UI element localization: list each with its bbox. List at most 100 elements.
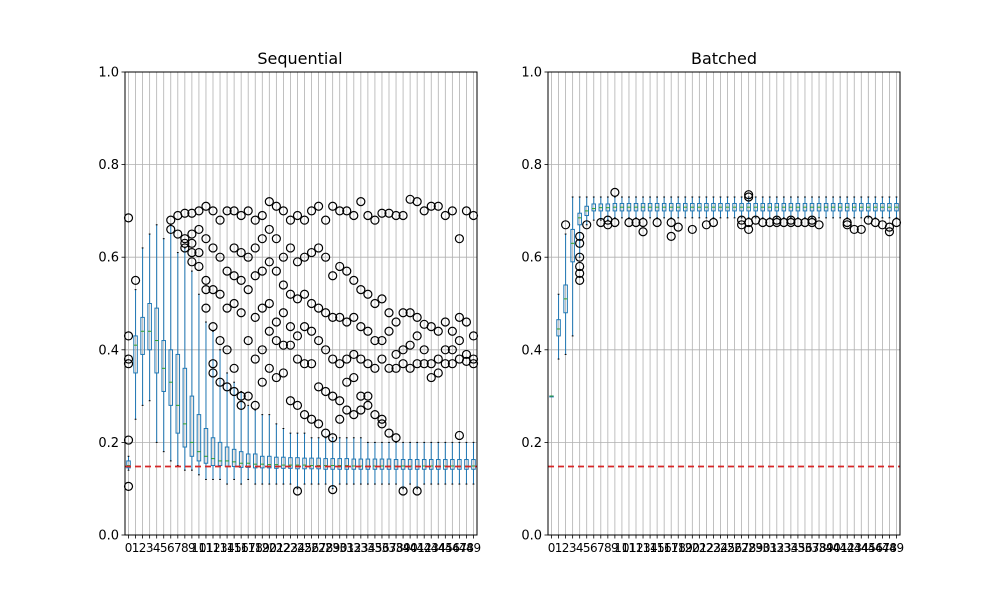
outlier-point: [377, 354, 387, 364]
box-40: [405, 194, 415, 485]
box-iqr: [344, 458, 350, 470]
outlier-point: [208, 322, 218, 332]
box-15: [652, 196, 662, 228]
outlier-point: [328, 312, 338, 322]
outlier-point: [222, 345, 232, 355]
outlier-point: [314, 335, 324, 346]
outlier-point: [250, 271, 260, 281]
outlier-point: [229, 298, 239, 309]
outlier-point: [250, 215, 260, 225]
box-iqr: [175, 353, 181, 434]
outlier-point: [454, 430, 464, 441]
x-tick-label: 37: [381, 541, 396, 555]
box-39: [823, 196, 829, 219]
outlier-point: [264, 298, 274, 309]
outlier-point: [321, 252, 331, 262]
outlier-point: [236, 247, 246, 258]
box-15: [229, 206, 239, 480]
axes-frame: [124, 71, 478, 536]
box-11: [624, 196, 634, 228]
box-iqr: [203, 428, 209, 464]
x-tick-label: 41: [833, 541, 848, 555]
outlier-point: [384, 428, 394, 438]
box-45: [440, 210, 450, 485]
box-iqr: [591, 203, 597, 212]
box-iqr: [274, 456, 279, 469]
box-43: [849, 196, 859, 235]
outlier-point: [314, 243, 324, 253]
box-iqr: [295, 457, 300, 470]
box-iqr: [210, 437, 216, 467]
outlier-point: [560, 220, 571, 230]
outlier-point: [356, 391, 366, 401]
outlier-point: [793, 217, 803, 228]
outlier-point: [377, 335, 387, 346]
outlier-point: [328, 391, 338, 401]
box-iqr: [471, 459, 476, 470]
outlier-point: [222, 382, 232, 392]
outlier-point: [243, 206, 253, 216]
box-iqr: [231, 448, 237, 467]
x-tick-label: 9: [611, 541, 619, 555]
outlier-point: [250, 243, 260, 253]
y-tick-label: 0.2: [98, 436, 119, 451]
box-21: [697, 196, 702, 219]
outlier-point: [292, 257, 303, 267]
outlier-point: [638, 217, 648, 228]
outlier-point: [461, 317, 472, 327]
outlier-point: [363, 289, 373, 299]
outlier-point: [391, 363, 401, 373]
outlier-point: [201, 303, 211, 313]
x-tick-label: 36: [374, 541, 389, 555]
outlier-point: [342, 317, 352, 327]
outlier-point: [314, 303, 324, 313]
outlier-point: [356, 322, 366, 332]
chart-title-sequential: Sequential: [257, 49, 342, 68]
x-tick-label: 18: [248, 541, 263, 555]
outlier-point: [335, 359, 345, 369]
outlier-point: [412, 359, 422, 369]
outlier-point: [814, 220, 824, 230]
outlier-point: [201, 275, 211, 285]
x-tick-label: 13: [635, 541, 650, 555]
outlier-point: [461, 206, 472, 216]
box-iqr: [358, 458, 364, 470]
x-tick-label: 8: [181, 541, 189, 555]
x-tick-label: 20: [685, 541, 700, 555]
box-iqr: [133, 335, 138, 374]
outlier-point: [356, 354, 366, 364]
box-17: [666, 196, 676, 241]
box-42: [419, 206, 429, 485]
box-10: [194, 206, 204, 476]
outlier-point: [187, 247, 197, 258]
outlier-point: [215, 289, 225, 299]
box-iqr: [450, 459, 455, 470]
box-26: [306, 206, 317, 485]
outlier-point: [278, 280, 288, 290]
outlier-point: [229, 386, 239, 397]
outlier-point: [292, 400, 303, 410]
outlier-point: [187, 238, 197, 248]
x-tick-label: 33: [776, 541, 791, 555]
outlier-point: [166, 215, 176, 225]
x-tick-label: 19: [678, 541, 693, 555]
outlier-point: [419, 345, 429, 355]
outlier-point: [194, 261, 204, 272]
x-tick-label: 2: [139, 541, 147, 555]
outlier-point: [222, 206, 232, 216]
outlier-point: [321, 345, 331, 355]
x-tick-label: 1: [132, 541, 140, 555]
x-tick-label: 4: [153, 541, 161, 555]
x-tick-label: 21: [692, 541, 707, 555]
box-38: [391, 210, 401, 485]
outlier-point: [708, 217, 719, 228]
outlier-point: [342, 405, 352, 415]
x-tick-label: 2: [562, 541, 570, 555]
outlier-point: [243, 391, 253, 401]
x-tick-label: 23: [706, 541, 721, 555]
box-iqr: [457, 459, 462, 470]
box-1: [556, 293, 561, 360]
x-tick-label: 29: [325, 541, 340, 555]
box-14: [222, 206, 232, 485]
